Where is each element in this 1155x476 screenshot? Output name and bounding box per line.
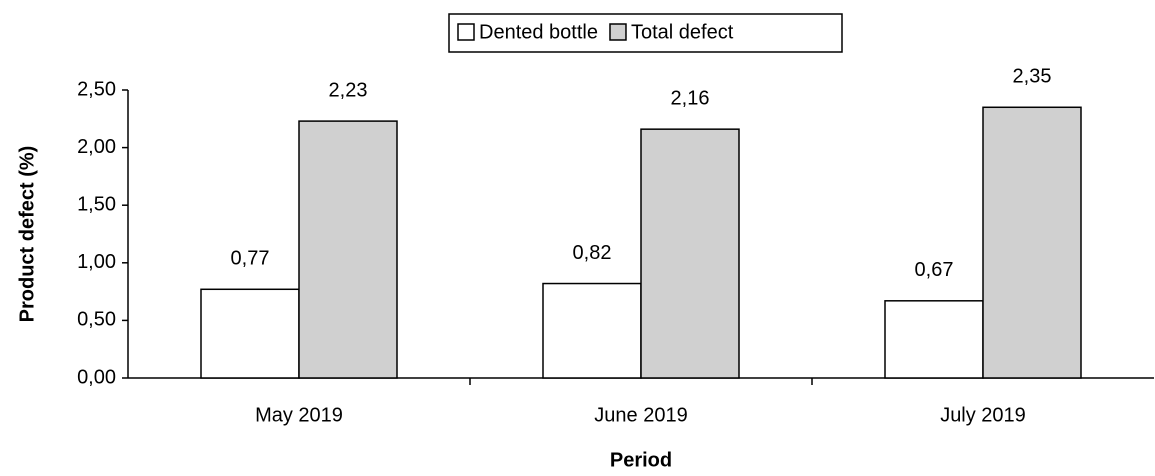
legend-label: Dented bottle bbox=[479, 21, 598, 43]
value-label: 0,77 bbox=[231, 248, 270, 270]
y-axis-label: Product defect (%) bbox=[16, 146, 38, 323]
x-tick-label: June 2019 bbox=[594, 404, 687, 426]
y-tick-label: 1,00 bbox=[77, 251, 116, 273]
value-label: 2,16 bbox=[671, 87, 710, 109]
x-tick-label: May 2019 bbox=[255, 404, 343, 426]
value-label: 0,82 bbox=[573, 242, 612, 264]
bar bbox=[640, 128, 740, 379]
legend-swatch bbox=[609, 23, 627, 41]
x-axis-label: Period bbox=[610, 449, 672, 471]
y-tick-label: 2,00 bbox=[77, 136, 116, 158]
y-tick-label: 2,50 bbox=[77, 78, 116, 100]
value-label: 2,23 bbox=[329, 79, 368, 101]
bar bbox=[542, 282, 642, 379]
x-tick-label: July 2019 bbox=[940, 404, 1026, 426]
bar bbox=[298, 120, 398, 379]
bar bbox=[982, 106, 1082, 379]
y-tick-label: 1,50 bbox=[77, 193, 116, 215]
y-tick-label: 0,50 bbox=[77, 309, 116, 331]
y-tick-label: 0,00 bbox=[77, 366, 116, 388]
value-label: 0,67 bbox=[915, 259, 954, 281]
legend-swatch bbox=[457, 23, 475, 41]
bar bbox=[884, 300, 984, 379]
bar bbox=[200, 288, 300, 379]
legend-label: Total defect bbox=[631, 21, 734, 43]
value-label: 2,35 bbox=[1013, 66, 1052, 88]
legend-box bbox=[448, 13, 843, 53]
